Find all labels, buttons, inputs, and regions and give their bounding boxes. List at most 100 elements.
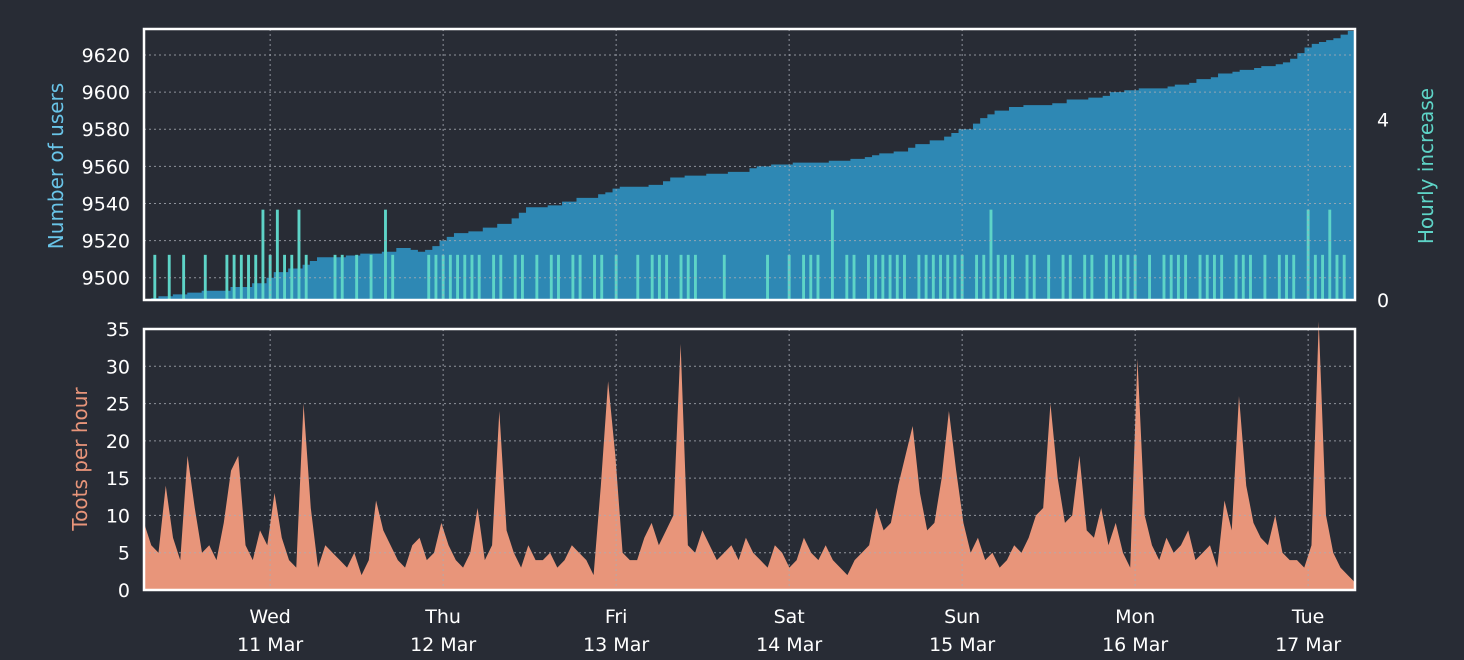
toots-plot-area: 0 5 10 15 20 25 30 35 Wed 11 Mar Thu 12 Mar Fri 13 Ma… [106, 319, 1357, 656]
axis-labels: Number of users Hourly increase Toots pe… [44, 83, 1438, 532]
hourly-increase-bar [982, 254, 986, 300]
hourly-increase-bar [1169, 254, 1173, 300]
hourly-increase-bar [960, 254, 964, 300]
hourly-increase-bar [470, 254, 474, 300]
toots-area [144, 321, 1355, 590]
hourly-increase-bar [239, 254, 243, 300]
hourly-increase-bar [636, 254, 640, 300]
hourly-increase-bar [304, 254, 308, 300]
hourly-increase-bar [261, 209, 265, 300]
x-tick-weekday: Thu [424, 606, 461, 628]
hourly-tick-label: 4 [1377, 109, 1389, 131]
x-tick-date: 14 Mar [756, 634, 822, 656]
hourly-increase-bar [989, 209, 993, 300]
hourly-increase-bar [247, 254, 250, 300]
hourly-increase-bar [355, 254, 359, 300]
hourly-increase-bar [1011, 254, 1015, 300]
hourly-increase-bar [1328, 209, 1332, 300]
toots-tick-label: 35 [106, 319, 130, 341]
users-tick-label: 9520 [82, 231, 130, 253]
toots-tick-label: 20 [106, 431, 130, 453]
hourly-increase-bar [600, 254, 604, 300]
x-tick-date: 11 Mar [237, 634, 303, 656]
x-tick-weekday: Wed [249, 606, 290, 628]
hourly-increase-bar [1234, 254, 1238, 300]
users-area [144, 29, 1355, 300]
hourly-increase-bar [1061, 254, 1065, 300]
x-tick-date: 17 Mar [1275, 634, 1341, 656]
x-tick-date: 15 Mar [929, 634, 995, 656]
hourly-increase-bar [650, 254, 654, 300]
hourly-increase-bar [766, 254, 769, 300]
hourly-increase-bar [297, 209, 301, 300]
hourly-increase-bar [1090, 254, 1094, 300]
hourly-increase-axis-label: Hourly increase [1414, 88, 1438, 244]
hourly-tick-label: 0 [1377, 290, 1389, 312]
hourly-increase-bar [391, 254, 395, 300]
hourly-increase-bar [1321, 254, 1325, 300]
hourly-increase-bar [924, 254, 928, 300]
users-plot-frame [142, 27, 1357, 302]
hourly-increase-bar [1335, 254, 1339, 300]
toots-tick-label: 15 [106, 468, 130, 490]
users-tick-label: 9580 [82, 119, 130, 141]
hourly-increase-bar [1112, 254, 1115, 300]
hourly-increase-bar [686, 254, 690, 300]
hourly-increase-bar [225, 254, 229, 300]
users-tick-label: 9540 [82, 193, 130, 215]
hourly-increase-bar [917, 254, 921, 300]
x-tick-weekday: Mon [1115, 606, 1155, 628]
hourly-increase-bar [549, 254, 553, 300]
hourly-increase-bar [895, 254, 899, 300]
hourly-increase-bar [1025, 254, 1029, 300]
hourly-increase-bar [975, 254, 979, 300]
x-tick-weekday: Fri [605, 606, 628, 628]
hourly-increase-bar [881, 254, 885, 300]
hourly-increase-bar [535, 254, 539, 300]
toots-axis-label: Toots per hour [68, 387, 92, 532]
hourly-increase-bar [816, 254, 820, 300]
x-tick-weekday: Sat [774, 606, 805, 628]
hourly-increase-bar [996, 254, 1000, 300]
hourly-increase-bar [456, 254, 460, 300]
toots-plot-frame [142, 327, 1357, 592]
users-tick-label: 9500 [82, 268, 130, 290]
hourly-increase-bar [830, 209, 834, 300]
hourly-increase-bar [1285, 254, 1288, 300]
hourly-increase-bar [1292, 254, 1296, 300]
hourly-increase-bar [679, 254, 683, 300]
hourly-increase-bar [427, 254, 431, 300]
x-tick-weekday: Sun [944, 606, 980, 628]
hourly-increase-bar [290, 254, 294, 300]
hourly-increase-bar [614, 254, 618, 300]
hourly-increase-bar [1126, 254, 1130, 300]
hourly-increase-bar [340, 254, 344, 300]
toots-tick-label: 30 [106, 356, 130, 378]
users-tick-label: 9600 [82, 82, 130, 104]
hourly-increase-bar [946, 254, 950, 300]
hourly-increase-bar [182, 254, 186, 300]
hourly-increase-bar [369, 254, 373, 300]
hourly-increase-bar [866, 254, 870, 300]
x-tick-date: 16 Mar [1102, 634, 1168, 656]
hourly-increase-bar [1162, 254, 1166, 300]
users-axis-label: Number of users [44, 83, 68, 249]
users-tick-label: 9560 [82, 156, 130, 178]
toots-tick-label: 0 [118, 580, 130, 602]
hourly-increase-bar [571, 254, 575, 300]
hourly-increase-bar [1104, 254, 1108, 300]
hourly-increase-bar [557, 254, 560, 300]
hourly-increase-bar [931, 254, 935, 300]
hourly-increase-bar [845, 254, 849, 300]
hourly-increase-bar [1241, 254, 1245, 300]
x-tick-date: 12 Mar [410, 634, 476, 656]
toots-tick-label: 10 [106, 505, 130, 527]
hourly-increase-bar [441, 254, 445, 300]
hourly-increase-bar [1205, 254, 1209, 300]
hourly-increase-bar [520, 254, 524, 300]
hourly-increase-bar [492, 254, 496, 300]
x-tick-weekday: Tue [1291, 606, 1324, 628]
toots-tick-label: 25 [106, 394, 130, 416]
toots-tick-label: 5 [118, 543, 130, 565]
